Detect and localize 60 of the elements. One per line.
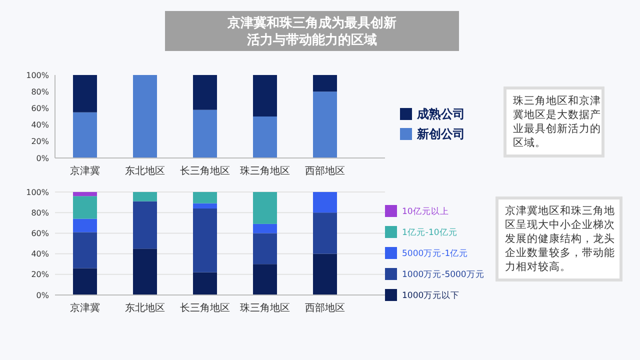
legend-label: 新创公司 — [416, 127, 465, 142]
y-tick-label: 20% — [31, 137, 50, 146]
y-tick-label: 100% — [26, 188, 50, 197]
bar — [313, 254, 337, 295]
x-tick-label: 长三角地区 — [180, 165, 230, 177]
bar — [313, 75, 337, 92]
x-tick-label: 珠三角地区 — [240, 302, 290, 314]
bar — [73, 112, 97, 158]
x-tick-label: 京津冀 — [70, 302, 100, 314]
text: 珠三角地区和京津冀地区是大数据产业最具创新活力的区域。 — [513, 94, 601, 149]
bar — [133, 75, 157, 158]
x-tick-label: 长三角地区 — [180, 302, 230, 314]
bar — [73, 196, 97, 219]
bar — [73, 218, 97, 232]
bar — [193, 75, 217, 110]
bar — [193, 272, 217, 295]
text: 京津冀地区和珠三角地区呈现大中小企业梯次发展的健康结构，龙头企业数量较多，带动能力相对较高。 — [505, 204, 615, 273]
x-tick-label: 东北地区 — [125, 302, 165, 314]
y-tick-label: 0% — [36, 290, 50, 300]
legend-label: 1000万元-5000万元 — [402, 268, 484, 280]
legend-label: 成熟公司 — [416, 107, 465, 122]
y-tick-label: 80% — [31, 208, 50, 218]
y-tick-label: 20% — [31, 270, 50, 280]
bar — [193, 208, 217, 272]
x-tick-label: 东北地区 — [125, 165, 165, 177]
legend-label: 10亿元以上 — [402, 206, 449, 217]
y-tick-label: 40% — [31, 120, 50, 130]
bar — [313, 212, 337, 254]
bar — [253, 192, 277, 224]
bar — [253, 264, 277, 295]
bar — [193, 192, 217, 204]
x-tick-label: 西部地区 — [305, 165, 345, 177]
x-tick-label: 京津冀 — [70, 165, 100, 177]
bar — [253, 233, 277, 264]
bar — [313, 192, 337, 213]
chart-title: 京津冀和珠三角成为最具创新活力与带动能力的区域 — [226, 15, 396, 48]
bar — [253, 116, 277, 158]
bar — [73, 192, 97, 196]
bar — [73, 268, 97, 295]
y-tick-label: 80% — [31, 87, 50, 96]
bar — [73, 232, 97, 268]
bar — [253, 75, 277, 116]
bar — [133, 192, 157, 202]
bar — [193, 203, 217, 208]
y-tick-label: 0% — [36, 154, 50, 163]
y-tick-label: 60% — [31, 104, 50, 113]
bar — [133, 248, 157, 295]
legend-label: 1亿元-10亿元 — [402, 226, 458, 238]
y-tick-label: 40% — [31, 250, 50, 259]
bar — [193, 110, 217, 158]
bar — [313, 92, 337, 158]
x-tick-label: 珠三角地区 — [240, 165, 290, 177]
x-tick-label: 西部地区 — [305, 302, 345, 314]
legend-label: 1000万元以下 — [402, 290, 460, 301]
bar — [133, 201, 157, 249]
bar — [73, 75, 97, 112]
legend-label: 5000万元-1亿元 — [402, 248, 468, 259]
y-tick-label: 100% — [26, 70, 50, 80]
bar — [253, 224, 277, 234]
y-tick-label: 60% — [31, 229, 50, 238]
